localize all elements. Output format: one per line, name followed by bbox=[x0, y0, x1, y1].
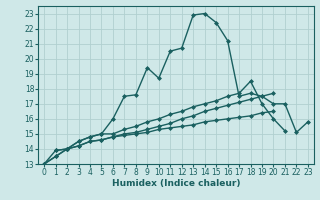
X-axis label: Humidex (Indice chaleur): Humidex (Indice chaleur) bbox=[112, 179, 240, 188]
